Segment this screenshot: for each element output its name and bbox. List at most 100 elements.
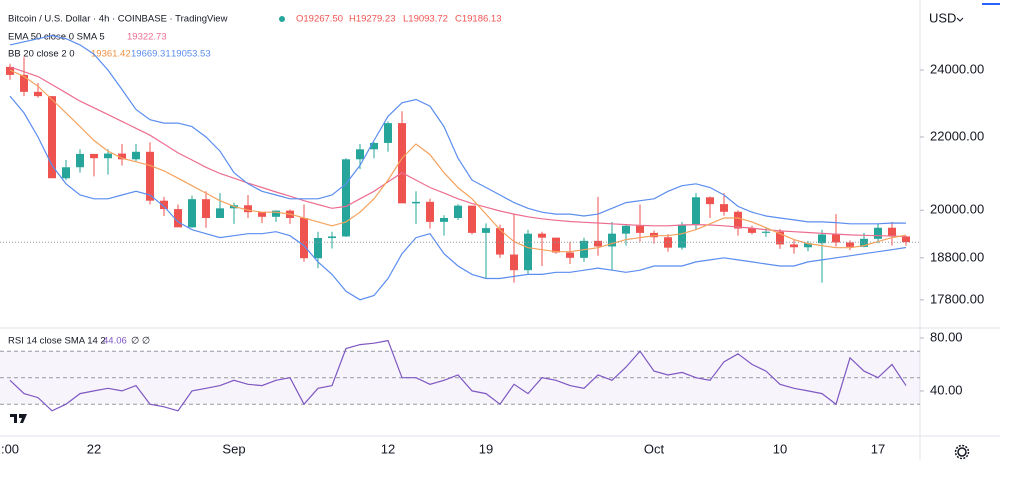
candle-body [510,254,518,271]
candle-body [902,236,910,243]
indicator-line [9,339,907,412]
candle-body [748,228,756,233]
candle-body [300,217,308,259]
candle-body [426,201,434,222]
x-tick-label: 17 [871,441,885,456]
ohlc-low: L19093.72 [403,14,448,25]
indicator-label: BB 20 close 2 0 [8,49,75,60]
indicator-line [9,66,907,238]
y-tick-label: 40.00 [930,382,963,397]
currency-label: USD [929,10,956,25]
currency-caret [956,17,964,22]
y-tick-label: 17800.00 [930,291,984,306]
indicator-extra: ∅ ∅ [131,336,150,347]
x-tick-label: 19 [479,441,493,456]
candle-body [664,237,672,248]
y-tick-label: 80.00 [930,329,963,344]
ohlc-close: C19186.13 [455,14,501,25]
candle-body [48,96,56,179]
candle-body [636,225,644,233]
y-tick-label: 18800.00 [930,249,984,264]
ohlc-open: O19267.50 [296,14,343,25]
tv-logo [6,408,32,428]
candle-body [552,237,560,253]
candle-body [790,244,798,248]
indicator-line [9,95,907,301]
candle-body [370,142,378,150]
settings-icon[interactable] [954,444,970,460]
candle-body [874,227,882,239]
candle-body [20,74,28,92]
indicator-value: 19361.42 [91,49,131,60]
y-tick-label: 22000.00 [930,128,984,143]
candle-body [832,234,840,243]
price-pane [6,57,910,283]
candle-body [776,231,784,245]
candle-body [706,197,714,205]
x-tick-label: :00 [1,441,19,456]
candle-body [118,153,126,160]
y-tick-label: 20000.00 [930,202,984,217]
indicator-value: 19322.73 [127,32,167,43]
candle-body [440,217,448,222]
x-tick-label: Oct [644,441,665,456]
x-tick-label: 22 [87,441,101,456]
candle-body [342,159,350,237]
candle-body [454,205,462,218]
candle-body [174,209,182,228]
candle-body [132,151,140,160]
candle-body [720,204,728,212]
candle-body [104,153,112,159]
candle-body [482,228,490,233]
x-tick-label: 12 [381,441,395,456]
candle-body [468,205,476,233]
candle-body [258,212,266,217]
candle-body [860,238,868,247]
candle-body [678,224,686,248]
candle-body [272,210,280,217]
candle-body [566,252,574,258]
indicator-value: 44.06 [103,336,127,347]
gear-teeth[interactable] [954,444,970,460]
candle-body [818,234,826,244]
candle-body [6,66,14,75]
candle-body [90,153,98,159]
candle-body [594,240,602,247]
candle-body [692,197,700,225]
candle-body [650,232,658,238]
candle-body [328,236,336,239]
indicator-value: 19669.31 [131,49,171,60]
x-tick-label: Sep [222,441,245,456]
candle-body [496,228,504,255]
candle-body [762,231,770,233]
candle-body [412,201,420,204]
y-tick-label: 24000.00 [930,62,984,77]
candle-body [804,243,812,248]
indicator-line [9,34,907,225]
ohlc-high: H19279.23 [349,14,395,25]
candle-body [524,233,532,271]
indicator-value: 19053.53 [171,49,211,60]
candle-body [398,123,406,204]
candle-body [146,151,154,201]
candle-body [384,123,392,143]
candle-body [608,233,616,247]
candle-body [202,199,210,218]
indicator-label: RSI 14 close SMA 14 2 [8,336,106,347]
candle-body [538,233,546,238]
gear[interactable] [957,447,967,457]
candle-body [244,205,252,213]
market-status [279,16,285,22]
candle-body [734,211,742,229]
candle-body [888,227,896,237]
x-tick-label: 10 [773,441,787,456]
candle-body [622,225,630,234]
candle-body [846,242,854,247]
symbol-title: Bitcoin / U.S. Dollar · 4h · COINBASE · … [8,14,228,25]
logo-mark [10,414,27,423]
indicator-line [9,69,907,253]
candle-body [34,91,42,97]
